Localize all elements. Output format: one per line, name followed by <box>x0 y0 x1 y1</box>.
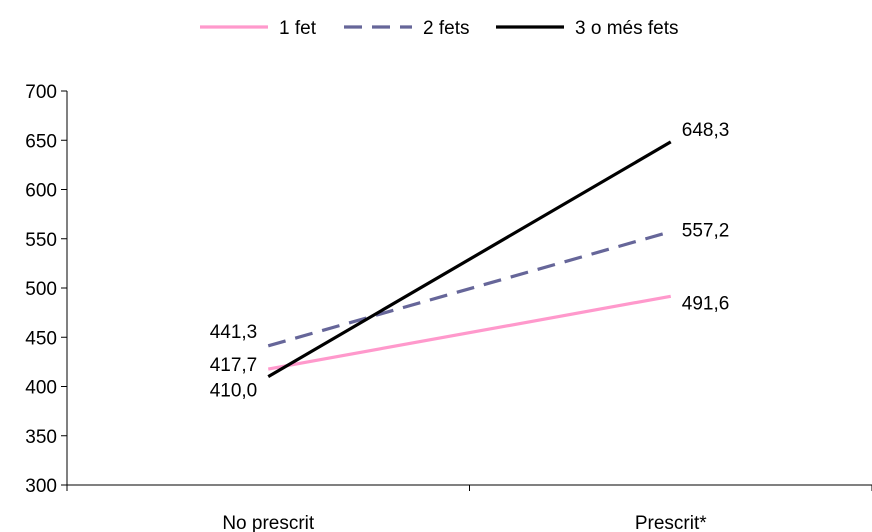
data-label: 557,2 <box>682 221 730 242</box>
data-label: 410,0 <box>210 381 258 402</box>
series-group <box>267 140 672 379</box>
y-tick-label: 500 <box>25 279 57 300</box>
data-label: 491,6 <box>682 293 730 314</box>
y-tick-label: 300 <box>25 476 57 497</box>
y-tick-label: 400 <box>25 378 57 399</box>
y-tick-label: 550 <box>25 230 57 251</box>
data-labels: 417,7 491,6 441,3 557,2 410,0 648,3 <box>210 120 730 402</box>
x-category-label: No prescrit <box>222 513 315 532</box>
y-tick-label: 350 <box>25 427 57 448</box>
data-label: 648,3 <box>682 120 730 141</box>
y-tick-label: 600 <box>25 181 57 202</box>
legend-label-3: 3 o més fets <box>575 18 679 39</box>
y-tick-label: 650 <box>25 131 57 152</box>
legend-label-2: 2 fets <box>423 18 469 39</box>
x-category-label: Prescrit* <box>635 513 707 532</box>
y-tick-label: 450 <box>25 328 57 349</box>
legend: 1 fet 2 fets 3 o més fets <box>200 18 679 39</box>
data-label: 441,3 <box>210 322 258 343</box>
x-axis: No prescrit Prescrit* <box>66 484 872 532</box>
series-line-1 <box>267 294 672 371</box>
series-line-3 <box>267 140 672 379</box>
legend-label-1: 1 fet <box>279 18 317 39</box>
y-axis: 300 350 400 450 500 550 600 650 700 <box>25 82 68 497</box>
data-label: 417,7 <box>210 355 258 376</box>
y-tick-label: 700 <box>25 82 57 103</box>
series-line-2 <box>267 230 672 348</box>
